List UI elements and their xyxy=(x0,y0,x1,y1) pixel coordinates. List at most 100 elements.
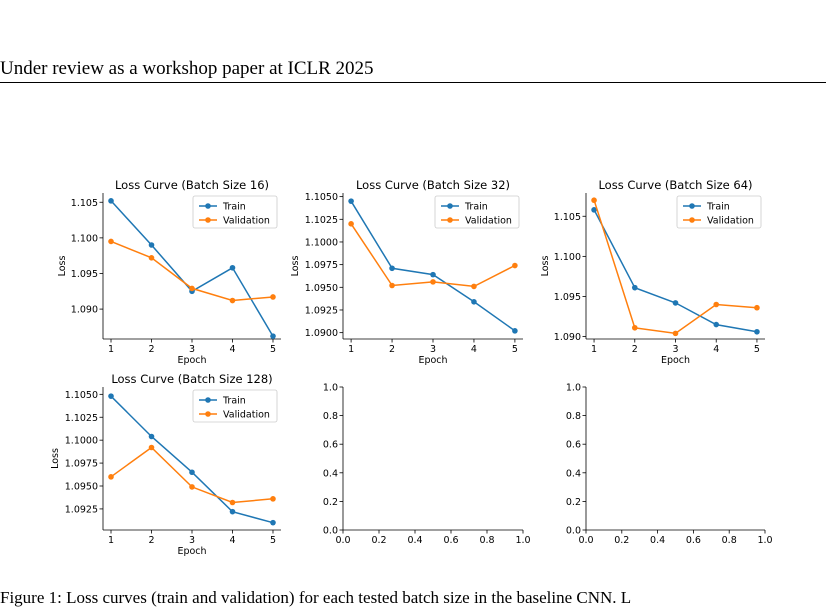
x-tick-label: 0.6 xyxy=(443,535,458,546)
series-point-validation xyxy=(148,255,155,261)
page-header: Under review as a workshop paper at ICLR… xyxy=(0,58,374,79)
x-tick-label: 3 xyxy=(430,344,436,355)
series-point-train xyxy=(270,519,276,526)
x-tick-label: 3 xyxy=(189,344,195,355)
series-point-train xyxy=(591,207,597,213)
series-point-train xyxy=(189,469,195,476)
legend-label: Validation xyxy=(707,216,754,227)
subplot-2: 1.0900 1.0925 1.0950 1.0975 1.1000 1.1025 1.10… xyxy=(290,178,523,366)
y-tick-label: 0.2 xyxy=(566,497,581,508)
y-tick-label: 0.4 xyxy=(323,468,338,479)
y-tick-label: 0.0 xyxy=(566,526,581,537)
y-tick-label: 0.0 xyxy=(323,526,338,537)
x-tick-label: 4 xyxy=(471,344,477,355)
series-point-validation xyxy=(189,484,195,490)
x-tick-label: 1 xyxy=(348,344,354,355)
legend-swatch-marker xyxy=(205,203,211,209)
subplot-title: Loss Curve (Batch Size 64) xyxy=(598,178,752,192)
x-tick-label: 0.0 xyxy=(578,535,593,546)
y-tick-label: 1.1000 xyxy=(305,237,338,248)
y-tick-label: 1.1050 xyxy=(65,390,98,401)
x-tick-label: 3 xyxy=(672,344,678,355)
subplot-1: 1.090 1.095 1.100 1.105 1 2 3 4 5 Loss Curve (Bat… xyxy=(57,178,281,366)
subplot-title: Loss Curve (Batch Size 128) xyxy=(111,372,272,386)
x-tick-label: 1 xyxy=(591,344,597,355)
legend-label: Validation xyxy=(465,216,512,227)
y-tick-label: 1.100 xyxy=(71,233,98,244)
y-tick-label: 1.1050 xyxy=(305,192,338,203)
y-tick-label: 1.0950 xyxy=(65,482,98,493)
series-point-validation xyxy=(389,282,395,289)
series-point-validation xyxy=(108,474,114,480)
series-point-train xyxy=(108,198,114,204)
subplot-title: Loss Curve (Batch Size 32) xyxy=(356,178,510,192)
x-tick-label: 1 xyxy=(108,535,114,546)
x-tick-label: 4 xyxy=(229,535,235,546)
x-tick-label: 0.8 xyxy=(479,535,494,546)
subplot-5: 0.0 0.2 0.4 0.6 0.8 1.0 0.0 0.2 0.4 0.6 0.8 1.0 xyxy=(323,383,531,547)
figure-caption: Figure 1: Loss curves (train and validat… xyxy=(0,588,632,607)
x-tick-label: 0.2 xyxy=(614,535,629,546)
y-tick-label: 1.095 xyxy=(554,292,581,303)
legend-swatch-marker xyxy=(689,217,695,223)
x-tick-label: 5 xyxy=(270,535,276,546)
series-point-train xyxy=(389,265,395,272)
series-point-train xyxy=(430,271,436,278)
y-tick-label: 1.105 xyxy=(71,198,98,209)
y-tick-label: 0.6 xyxy=(323,440,338,451)
legend-swatch-marker xyxy=(447,217,453,223)
x-tick-label: 0.4 xyxy=(407,535,422,546)
x-tick-label: 5 xyxy=(270,344,276,355)
series-point-train xyxy=(754,328,760,335)
legend-swatch-marker xyxy=(447,203,453,209)
y-tick-label: 1.0950 xyxy=(305,283,338,294)
legend-label: Train xyxy=(706,202,730,213)
series-point-train xyxy=(229,508,236,515)
y-tick-label: 0.6 xyxy=(566,440,581,451)
legend-swatch-marker xyxy=(205,397,211,403)
legend-swatch-marker xyxy=(205,411,211,417)
legend-label: Train xyxy=(464,202,488,213)
y-tick-label: 1.0925 xyxy=(305,305,338,316)
x-tick-label: 2 xyxy=(389,344,395,355)
y-tick-label: 1.100 xyxy=(554,252,581,263)
x-axis-label: Epoch xyxy=(177,355,206,366)
series-point-validation xyxy=(672,330,679,337)
series-point-train xyxy=(148,433,155,440)
y-axis-label: Loss xyxy=(540,256,551,277)
series-point-validation xyxy=(229,297,236,304)
series-point-validation xyxy=(270,496,276,502)
x-tick-label: 3 xyxy=(189,535,195,546)
x-tick-label: 0.2 xyxy=(371,535,386,546)
x-tick-label: 1.0 xyxy=(757,535,772,546)
y-tick-label: 1.0925 xyxy=(65,504,98,515)
series-point-validation xyxy=(471,283,477,290)
x-tick-label: 1 xyxy=(108,344,114,355)
y-tick-label: 0.8 xyxy=(566,411,581,422)
series-point-validation xyxy=(512,262,518,269)
x-tick-label: 0.0 xyxy=(335,535,350,546)
y-tick-label: 1.1025 xyxy=(305,215,338,226)
legend-label: Validation xyxy=(223,410,270,421)
y-tick-label: 1.1025 xyxy=(65,413,98,424)
y-tick-label: 1.090 xyxy=(71,305,98,316)
y-tick-label: 0.4 xyxy=(566,468,581,479)
series-point-validation xyxy=(430,279,436,285)
series-point-train xyxy=(471,299,477,305)
y-tick-label: 1.1000 xyxy=(65,436,98,447)
x-tick-label: 0.4 xyxy=(650,535,665,546)
y-tick-label: 1.0975 xyxy=(65,459,98,470)
y-tick-label: 1.0 xyxy=(323,383,338,394)
legend-swatch-marker xyxy=(689,203,695,209)
series-point-validation xyxy=(713,301,720,308)
x-tick-label: 2 xyxy=(148,344,154,355)
x-tick-label: 2 xyxy=(148,535,154,546)
y-axis-label: Loss xyxy=(57,256,68,277)
legend-label: Train xyxy=(222,396,246,407)
x-tick-label: 0.8 xyxy=(722,535,737,546)
legend-label: Validation xyxy=(223,216,270,227)
series-point-train xyxy=(631,284,638,291)
series-point-train xyxy=(270,333,276,339)
series-point-train xyxy=(108,393,114,399)
